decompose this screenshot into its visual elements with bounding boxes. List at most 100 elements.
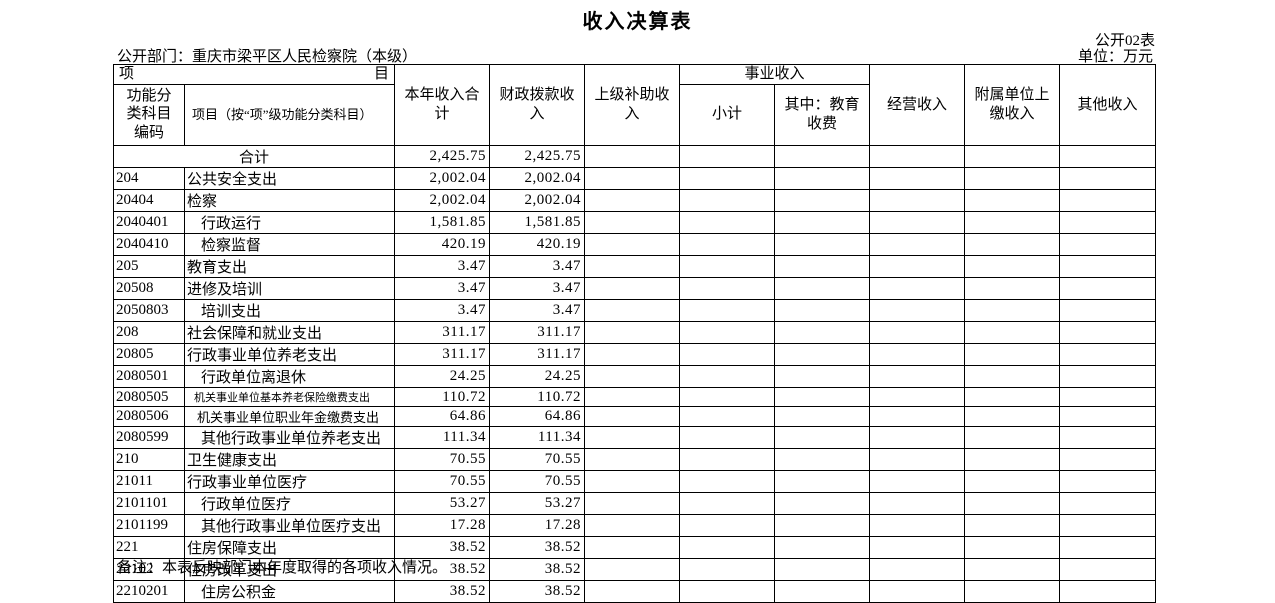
amount-cell: 1,581.85 bbox=[394, 210, 490, 234]
item-name-cell: 其他行政事业单位医疗支出 bbox=[184, 514, 395, 538]
item-name-cell: 卫生健康支出 bbox=[184, 448, 395, 472]
amount-cell bbox=[773, 426, 871, 450]
amount-cell bbox=[1059, 536, 1157, 560]
amount-cell: 3.47 bbox=[394, 276, 490, 300]
item-name-cell: 检察 bbox=[184, 188, 395, 212]
amount-cell bbox=[773, 166, 871, 190]
amount-cell bbox=[1059, 406, 1157, 428]
amount-cell bbox=[964, 406, 1061, 428]
amount-cell bbox=[964, 580, 1061, 603]
item-name-cell: 社会保障和就业支出 bbox=[184, 320, 395, 344]
amount-cell bbox=[584, 188, 680, 212]
amount-cell bbox=[679, 320, 775, 344]
amount-cell: 111.34 bbox=[489, 426, 585, 450]
item-group-split: 项 目 bbox=[115, 65, 394, 83]
amount-cell bbox=[1059, 232, 1157, 256]
amount-cell: 420.19 bbox=[394, 232, 490, 256]
table-row: 2080599 其他行政事业单位养老支出 111.34 111.34 bbox=[113, 426, 1157, 450]
func-code-cell: 2080599 bbox=[113, 426, 185, 450]
amount-cell bbox=[773, 188, 871, 212]
amount-cell bbox=[964, 298, 1061, 322]
table-row: 2101101 行政单位医疗 53.27 53.27 bbox=[113, 492, 1157, 516]
amount-cell bbox=[869, 342, 966, 366]
table-row: 20508 进修及培训 3.47 3.47 bbox=[113, 276, 1157, 300]
amount-cell bbox=[584, 386, 680, 408]
amount-cell bbox=[964, 426, 1061, 450]
col-header-operating-income: 经营收入 bbox=[869, 64, 966, 146]
amount-cell bbox=[869, 406, 966, 428]
amount-cell bbox=[773, 386, 871, 408]
amount-cell bbox=[1059, 448, 1157, 472]
amount-cell: 17.28 bbox=[394, 514, 490, 538]
func-code-cell: 20805 bbox=[113, 342, 185, 366]
footnote: 备注：本表反映部门本年度取得的各项收入情况。 bbox=[117, 560, 448, 576]
amount-cell bbox=[869, 232, 966, 256]
table-row: 2101199 其他行政事业单位医疗支出 17.28 17.28 bbox=[113, 514, 1157, 538]
amount-cell bbox=[584, 166, 680, 190]
col-header-item-name: 项目（按“项”级功能分类科目） bbox=[184, 83, 395, 146]
func-code-cell: 20404 bbox=[113, 188, 185, 212]
amount-cell bbox=[1059, 276, 1157, 300]
table-row: 2040401 行政运行 1,581.85 1,581.85 bbox=[113, 210, 1157, 234]
amount-cell bbox=[1059, 426, 1157, 450]
amount-cell bbox=[773, 144, 871, 168]
amount-cell bbox=[679, 580, 775, 603]
amount-cell bbox=[773, 406, 871, 428]
amount-cell bbox=[679, 492, 775, 516]
amount-cell bbox=[679, 514, 775, 538]
amount-cell bbox=[584, 558, 680, 582]
amount-cell bbox=[584, 298, 680, 322]
amount-cell bbox=[584, 276, 680, 300]
amount-cell bbox=[584, 492, 680, 516]
amount-cell bbox=[964, 448, 1061, 472]
item-name-cell: 机关事业单位职业年金缴费支出 bbox=[184, 406, 395, 428]
amount-cell bbox=[1059, 166, 1157, 190]
amount-cell bbox=[1059, 558, 1157, 582]
amount-cell bbox=[1059, 580, 1157, 603]
amount-cell bbox=[584, 254, 680, 278]
amount-cell bbox=[584, 342, 680, 366]
amount-cell bbox=[773, 492, 871, 516]
table-row: 2080501 行政单位离退休 24.25 24.25 bbox=[113, 364, 1157, 388]
item-group-left: 项 bbox=[119, 66, 135, 82]
amount-cell bbox=[869, 320, 966, 344]
unit-label: 单位：万元 bbox=[1077, 49, 1153, 65]
amount-cell bbox=[1059, 254, 1157, 278]
amount-cell bbox=[964, 166, 1061, 190]
func-code-cell: 2210201 bbox=[113, 580, 185, 603]
amount-cell: 3.47 bbox=[489, 298, 585, 322]
item-name-cell: 行政事业单位养老支出 bbox=[184, 342, 395, 366]
amount-cell bbox=[679, 386, 775, 408]
amount-cell: 2,002.04 bbox=[489, 188, 585, 212]
amount-cell bbox=[584, 426, 680, 450]
amount-cell bbox=[964, 232, 1061, 256]
amount-cell: 110.72 bbox=[489, 386, 585, 408]
amount-cell bbox=[679, 232, 775, 256]
amount-cell bbox=[964, 210, 1061, 234]
table-body: 合计 2,425.75 2,425.75 204 公共安全支出 2,002.04 2,002… bbox=[113, 144, 1157, 603]
amount-cell bbox=[679, 426, 775, 450]
amount-cell: 2,002.04 bbox=[394, 188, 490, 212]
item-name-cell: 进修及培训 bbox=[184, 276, 395, 300]
amount-cell: 24.25 bbox=[394, 364, 490, 388]
amount-cell bbox=[869, 276, 966, 300]
amount-cell bbox=[584, 536, 680, 560]
col-header-item-group: 项 目 bbox=[113, 64, 395, 85]
amount-cell bbox=[1059, 514, 1157, 538]
func-code-cell: 2080505 bbox=[113, 386, 185, 408]
amount-cell bbox=[964, 492, 1061, 516]
amount-cell: 2,002.04 bbox=[489, 166, 585, 190]
page-title: 收入决算表 bbox=[582, 11, 693, 33]
amount-cell bbox=[869, 144, 966, 168]
amount-cell bbox=[1059, 492, 1157, 516]
col-header-subtotal: 小计 bbox=[679, 83, 775, 146]
amount-cell bbox=[964, 188, 1061, 212]
amount-cell bbox=[679, 364, 775, 388]
income-table: 项 目 本年收入合 计 财政拨款收 入 上级补助收 入 事业收入 经营收入 附属… bbox=[113, 64, 1157, 603]
amount-cell: 3.47 bbox=[489, 276, 585, 300]
col-header-fiscal-income: 财政拨款收 入 bbox=[489, 64, 585, 146]
item-name-cell: 行政运行 bbox=[184, 210, 395, 234]
amount-cell: 110.72 bbox=[394, 386, 490, 408]
amount-cell: 38.52 bbox=[394, 558, 490, 582]
func-code-cell: 2040410 bbox=[113, 232, 185, 256]
